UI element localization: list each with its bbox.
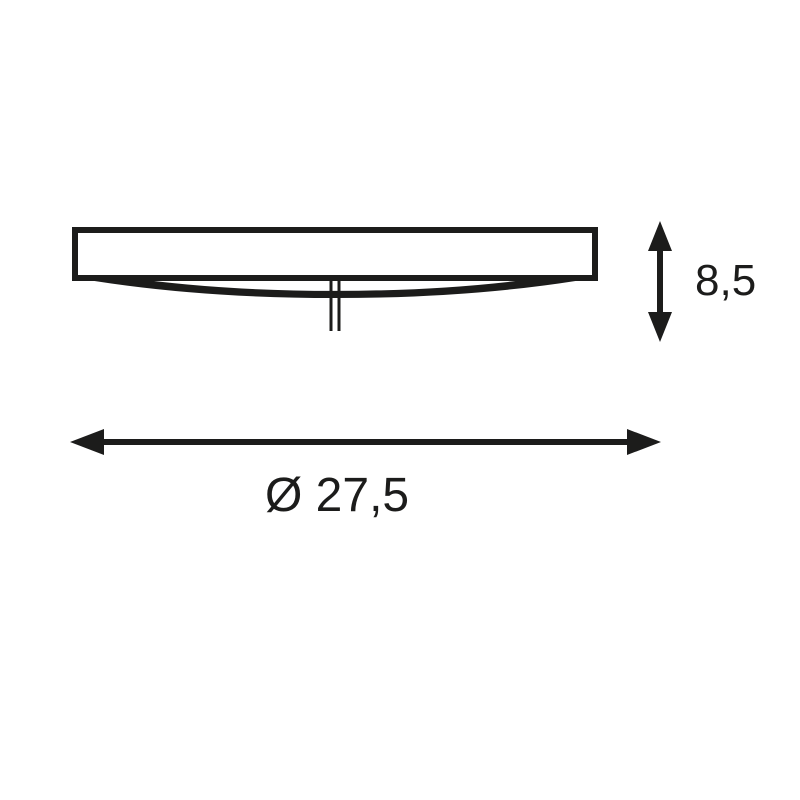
dim-diameter-label: Ø 27,5 xyxy=(265,468,409,523)
dimension-drawing xyxy=(0,0,800,800)
dim-diameter-arrow-left xyxy=(70,429,104,455)
dim-diameter-arrow-right xyxy=(627,429,661,455)
diagram-canvas: 8,5 Ø 27,5 xyxy=(0,0,800,800)
dim-height-arrow-top xyxy=(648,221,672,251)
dim-height-label: 8,5 xyxy=(695,256,756,306)
fixture-body xyxy=(75,230,595,278)
dim-height-arrow-bottom xyxy=(648,312,672,342)
